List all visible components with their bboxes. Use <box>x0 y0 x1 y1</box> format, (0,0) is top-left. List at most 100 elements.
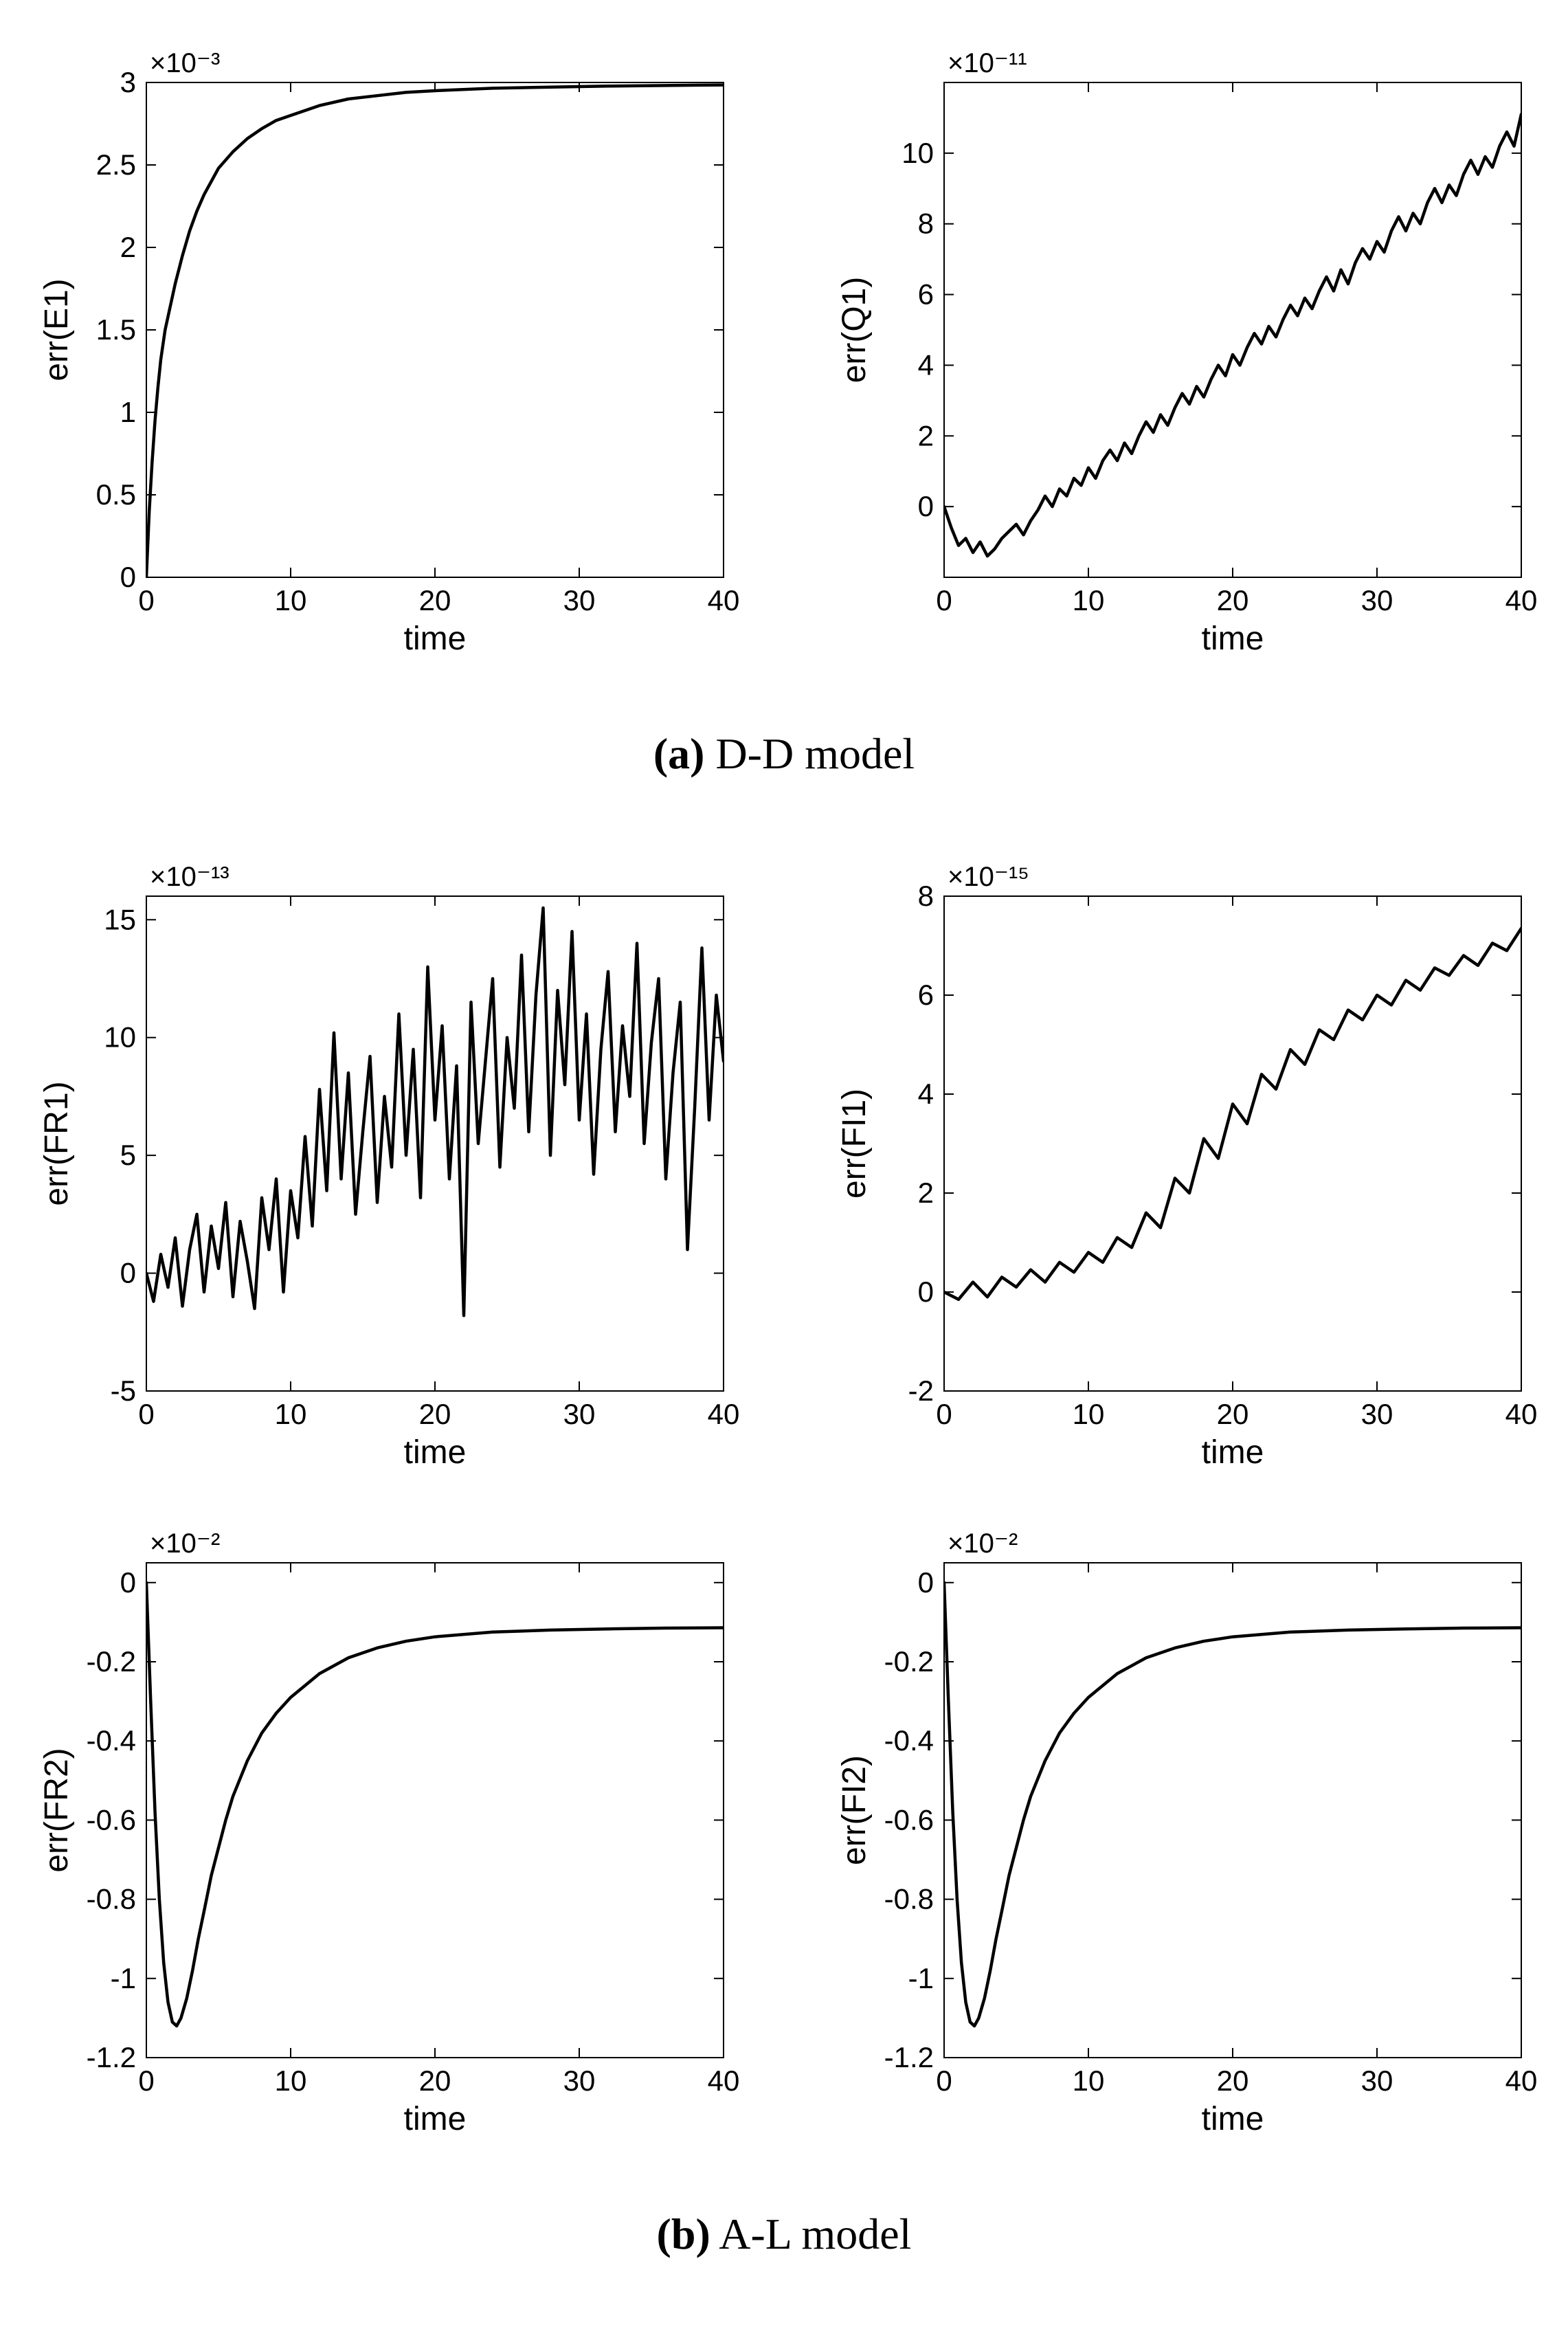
svg-text:30: 30 <box>1361 584 1393 616</box>
svg-text:8: 8 <box>918 880 934 912</box>
svg-text:10: 10 <box>1073 1398 1105 1430</box>
svg-text:-0.8: -0.8 <box>87 1883 136 1915</box>
svg-text:-1: -1 <box>111 1962 136 1994</box>
line-chart-FR1: 010203040-5051015×10⁻¹³timeerr(FR1) <box>30 855 741 1480</box>
svg-text:10: 10 <box>901 137 934 169</box>
svg-text:40: 40 <box>708 584 740 616</box>
svg-text:30: 30 <box>1361 1398 1393 1430</box>
caption-a-text: D-D model <box>715 729 915 778</box>
chart-E1: 01020304000.511.522.53×10⁻³timeerr(E1) <box>30 41 741 667</box>
svg-text:5: 5 <box>120 1139 136 1171</box>
svg-text:time: time <box>1202 1434 1264 1471</box>
svg-text:6: 6 <box>918 278 934 311</box>
svg-text:20: 20 <box>419 2064 451 2097</box>
svg-text:-0.2: -0.2 <box>87 1645 136 1678</box>
svg-text:2.5: 2.5 <box>96 148 136 181</box>
svg-text:10: 10 <box>104 1021 136 1054</box>
svg-text:×10⁻³: ×10⁻³ <box>150 48 220 78</box>
svg-text:10: 10 <box>1073 2064 1105 2097</box>
caption-b-text: A-L model <box>719 2209 911 2258</box>
svg-text:time: time <box>404 1434 467 1471</box>
svg-text:-0.6: -0.6 <box>87 1803 136 1836</box>
svg-text:2: 2 <box>120 231 136 263</box>
svg-text:8: 8 <box>918 208 934 240</box>
svg-text:-5: -5 <box>111 1374 136 1407</box>
svg-text:0: 0 <box>936 584 952 616</box>
svg-text:20: 20 <box>419 584 451 616</box>
svg-text:2: 2 <box>918 419 934 452</box>
svg-text:×10⁻²: ×10⁻² <box>948 1528 1018 1559</box>
svg-text:err(FR1): err(FR1) <box>38 1081 75 1205</box>
svg-text:4: 4 <box>918 348 934 381</box>
svg-text:0: 0 <box>138 1398 154 1430</box>
svg-text:30: 30 <box>563 584 596 616</box>
svg-text:0: 0 <box>936 1398 952 1430</box>
svg-text:30: 30 <box>563 1398 596 1430</box>
svg-text:20: 20 <box>1217 584 1249 616</box>
svg-text:-0.6: -0.6 <box>884 1803 934 1836</box>
svg-text:-0.8: -0.8 <box>884 1883 934 1915</box>
svg-text:time: time <box>404 621 467 657</box>
svg-text:0: 0 <box>918 490 934 522</box>
svg-text:-0.4: -0.4 <box>884 1724 934 1757</box>
svg-text:20: 20 <box>419 1398 451 1430</box>
svg-text:-1: -1 <box>908 1962 934 1994</box>
svg-text:err(FI2): err(FI2) <box>836 1755 873 1865</box>
svg-text:0: 0 <box>138 584 154 616</box>
svg-text:6: 6 <box>918 979 934 1011</box>
svg-text:×10⁻¹³: ×10⁻¹³ <box>150 862 229 892</box>
chart-FI1: 010203040-202468×10⁻¹⁵timeerr(FI1) <box>827 855 1538 1480</box>
svg-text:1.5: 1.5 <box>96 313 136 346</box>
caption-a: (a) D-D model <box>653 728 915 779</box>
chart-FI2: 0 10 20 30 40 -1.2 -1 -0.8 -0.6 -0.4 -0.2 0 ×10⁻² tim… <box>827 1522 1538 2147</box>
svg-text:-0.2: -0.2 <box>884 1645 934 1678</box>
caption-b: (b) A-L model <box>657 2209 912 2260</box>
svg-text:0: 0 <box>936 2064 952 2097</box>
svg-text:err(FR2): err(FR2) <box>38 1748 75 1872</box>
line-chart-FI2: 0 10 20 30 40 -1.2 -1 -0.8 -0.6 -0.4 -0.2 0 ×10⁻² tim… <box>827 1522 1538 2147</box>
line-chart-Q1: 0 10 20 30 40 0 2 4 6 8 10 ×10⁻¹¹ time err(Q1) <box>827 41 1538 667</box>
svg-text:40: 40 <box>1505 584 1538 616</box>
svg-text:×10⁻²: ×10⁻² <box>150 1528 220 1559</box>
chart-Q1: 0 10 20 30 40 0 2 4 6 8 10 ×10⁻¹¹ time err(Q1) <box>827 41 1538 667</box>
svg-text:20: 20 <box>1217 2064 1249 2097</box>
svg-text:-0.4: -0.4 <box>87 1724 136 1757</box>
svg-text:10: 10 <box>275 2064 307 2097</box>
line-chart-FI1: 010203040-202468×10⁻¹⁵timeerr(FI1) <box>827 855 1538 1480</box>
svg-text:0: 0 <box>120 1566 136 1599</box>
svg-text:-1.2: -1.2 <box>884 2041 934 2073</box>
svg-text:0: 0 <box>918 1566 934 1599</box>
chart-FR1: 010203040-5051015×10⁻¹³timeerr(FR1) <box>30 855 741 1480</box>
svg-text:time: time <box>1202 2101 1264 2137</box>
svg-text:40: 40 <box>708 1398 740 1430</box>
svg-text:0: 0 <box>918 1276 934 1308</box>
svg-text:0: 0 <box>120 561 136 593</box>
svg-text:time: time <box>1202 621 1264 657</box>
svg-text:20: 20 <box>1217 1398 1249 1430</box>
svg-text:3: 3 <box>120 66 136 98</box>
svg-text:2: 2 <box>918 1177 934 1209</box>
svg-text:err(FI1): err(FI1) <box>836 1089 873 1199</box>
svg-text:×10⁻¹¹: ×10⁻¹¹ <box>948 48 1027 78</box>
svg-text:0: 0 <box>120 1257 136 1289</box>
line-chart-FR2: 010203040-1.2-1-0.8-0.6-0.4-0.20×10⁻²tim… <box>30 1522 741 2147</box>
svg-text:time: time <box>404 2101 467 2137</box>
chart-FR2: 010203040-1.2-1-0.8-0.6-0.4-0.20×10⁻²tim… <box>30 1522 741 2147</box>
svg-text:err(E1): err(E1) <box>38 278 75 381</box>
svg-text:30: 30 <box>563 2064 596 2097</box>
line-chart-E1: 01020304000.511.522.53×10⁻³timeerr(E1) <box>30 41 741 667</box>
chart-grid: 01020304000.511.522.53×10⁻³timeerr(E1) 0… <box>27 41 1541 2294</box>
svg-text:err(Q1): err(Q1) <box>836 277 873 383</box>
svg-text:4: 4 <box>918 1078 934 1110</box>
svg-text:0: 0 <box>138 2064 154 2097</box>
svg-text:40: 40 <box>1505 2064 1538 2097</box>
svg-text:-2: -2 <box>908 1374 934 1407</box>
svg-text:1: 1 <box>120 396 136 428</box>
svg-text:30: 30 <box>1361 2064 1393 2097</box>
svg-text:×10⁻¹⁵: ×10⁻¹⁵ <box>948 862 1029 892</box>
svg-text:15: 15 <box>104 903 136 935</box>
svg-text:40: 40 <box>708 2064 740 2097</box>
svg-text:40: 40 <box>1505 1398 1538 1430</box>
caption-b-label: (b) <box>657 2209 710 2258</box>
svg-text:10: 10 <box>1073 584 1105 616</box>
